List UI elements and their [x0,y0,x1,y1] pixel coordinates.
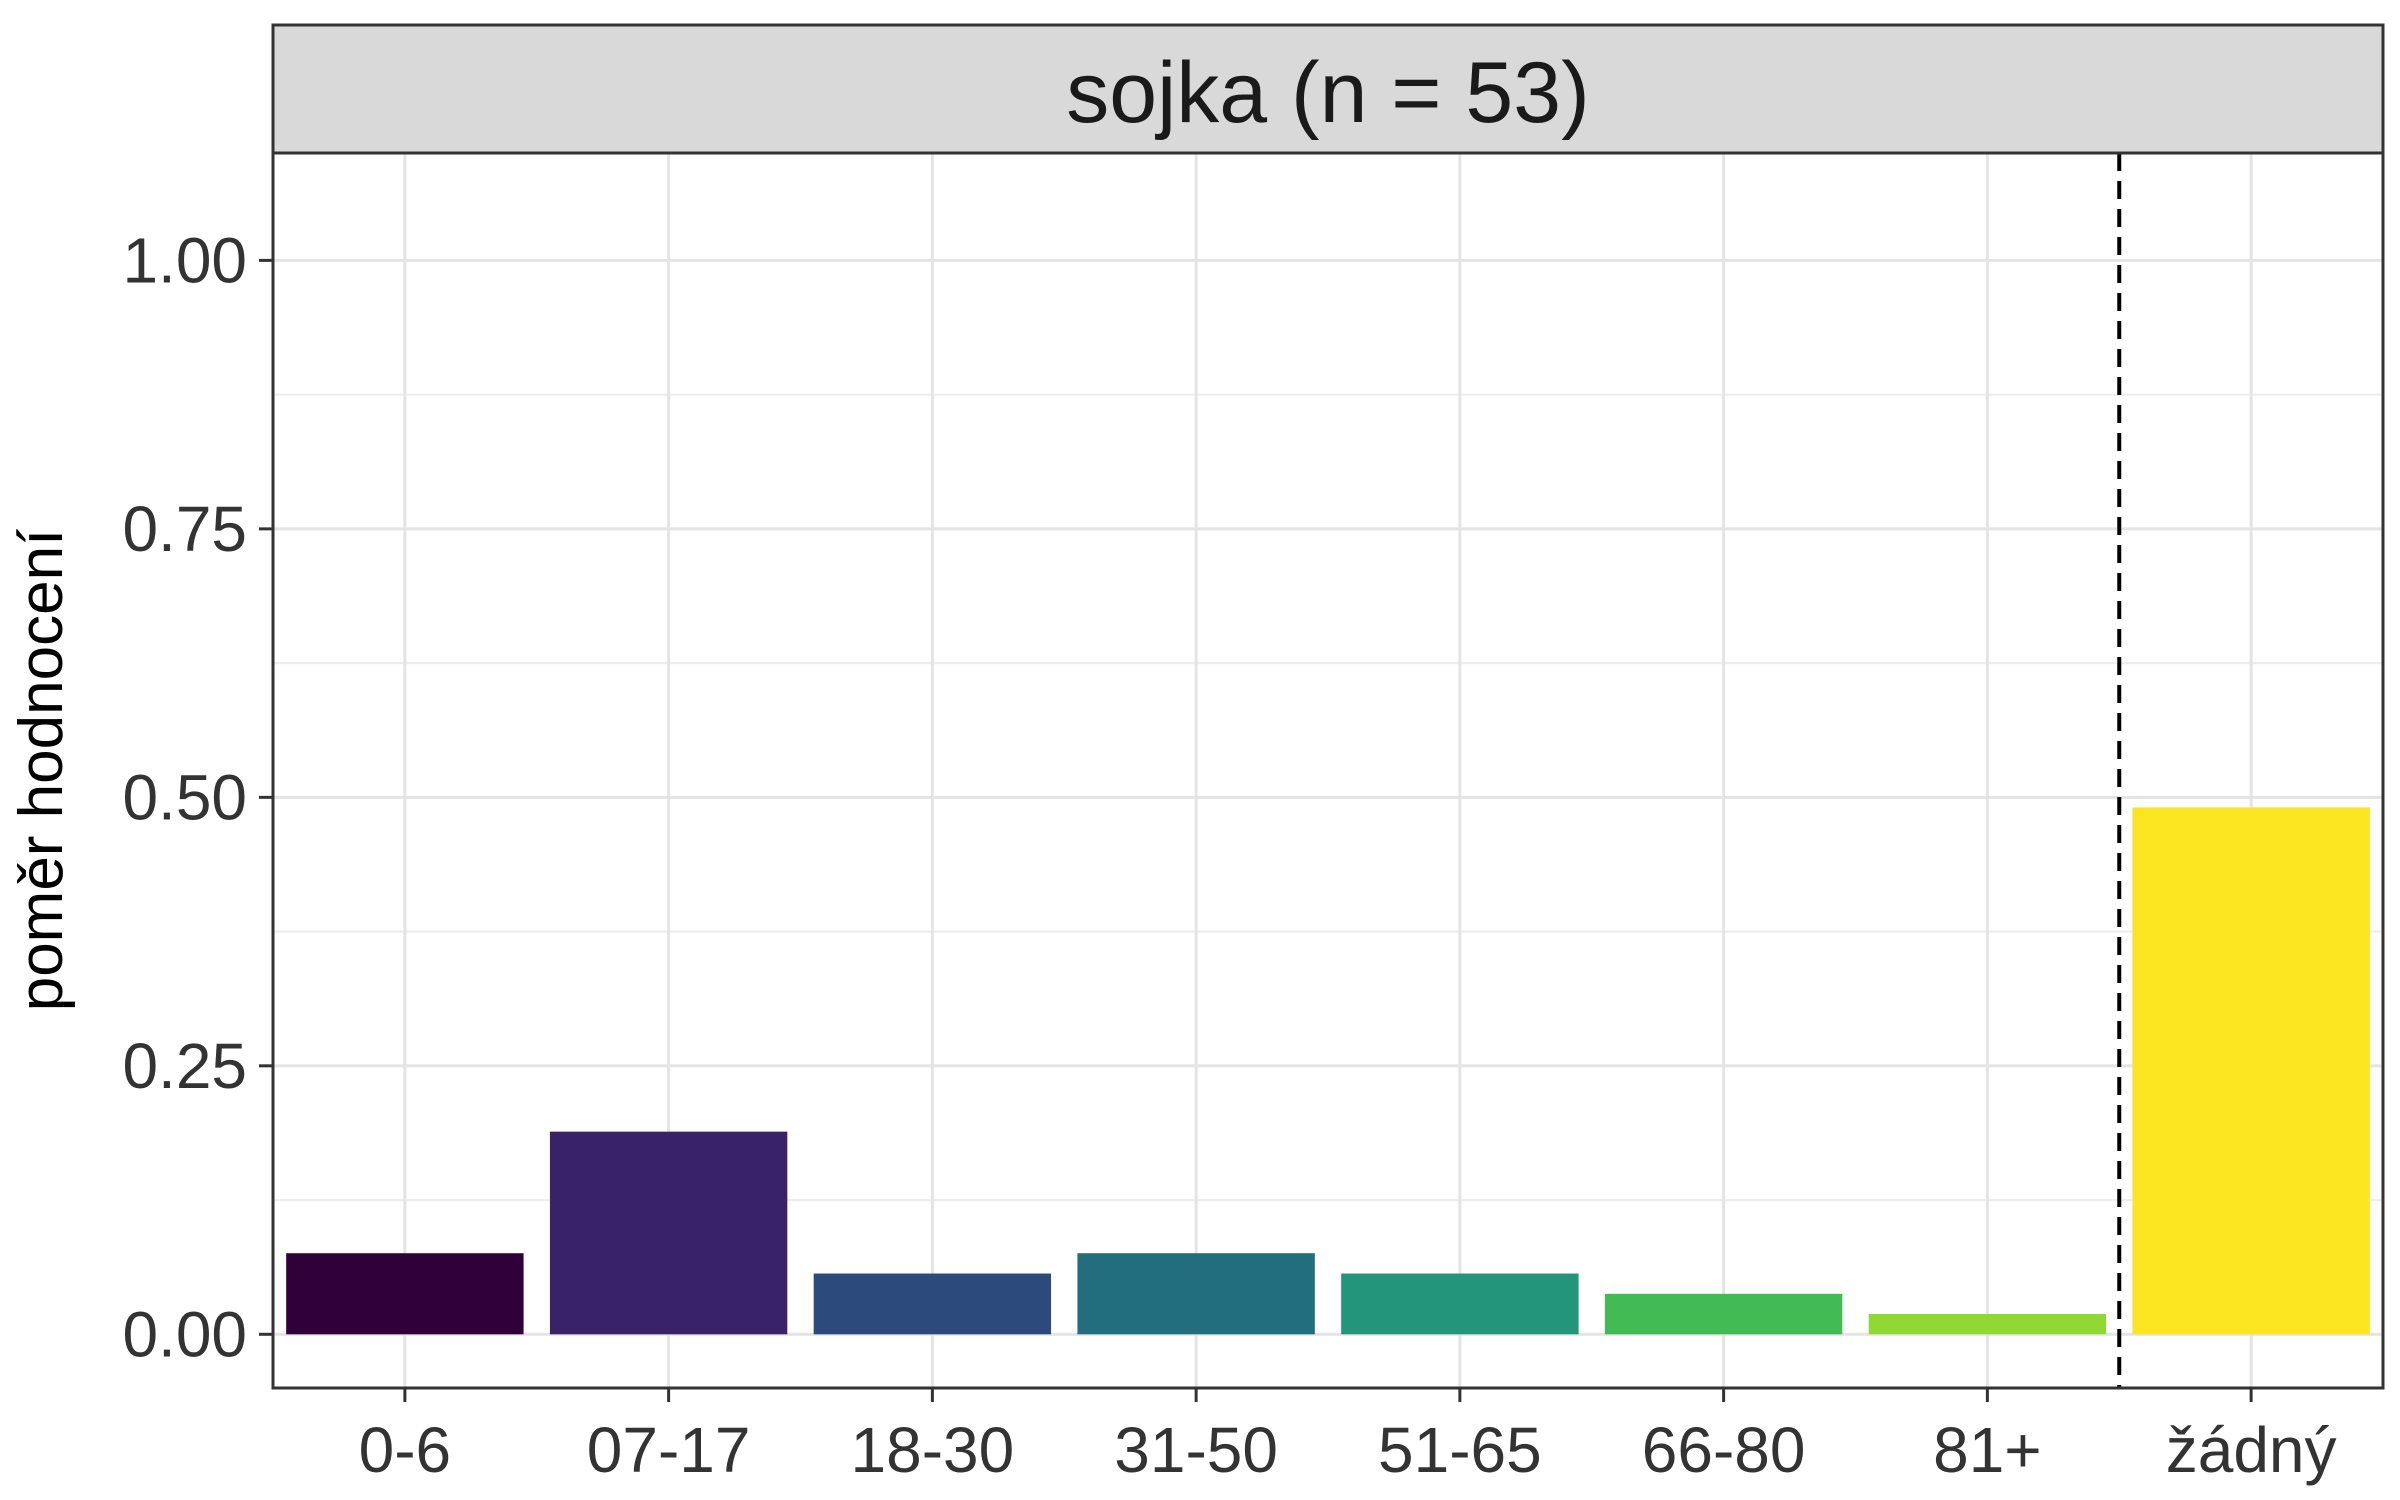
x-tick-label: 81+ [1933,1414,2042,1486]
y-tick-label: 0.75 [122,493,247,565]
x-tick-label: 18-30 [851,1414,1015,1486]
x-tick-label: žádný [2166,1414,2337,1486]
plot-border [271,151,2385,1390]
bar-6 [1868,1314,2107,1335]
x-tick-label: 66-80 [1642,1414,1806,1486]
bar-0 [286,1253,524,1335]
y-tick-label: 1.00 [122,224,247,296]
y-axis-title: poměr hodnocení [7,529,76,1012]
x-tick-label: 0-6 [359,1414,452,1486]
bar-3 [1077,1253,1315,1335]
y-tick-label: 0.25 [122,1030,247,1102]
facet-strip [271,23,2385,155]
x-tick-label: 07-17 [587,1414,751,1486]
x-tick-label: 31-50 [1114,1414,1278,1486]
bar-5 [1604,1293,1843,1335]
minor-gridlines [273,393,2383,1202]
bar-4 [1341,1273,1579,1335]
y-tick-label: 0.00 [122,1298,247,1370]
bars [286,807,2370,1335]
x-tick-label: 51-65 [1378,1414,1542,1486]
bar-2 [813,1273,1052,1335]
x-axis: 0-6 07-17 18-30 31-50 51-65 66-80 81+ žádný [359,1388,2337,1486]
y-tick-label: 0.50 [122,761,247,833]
facet-title: sojka (n = 53) [1066,45,1589,141]
y-axis: 0.00 0.25 0.50 0.75 1.00 [122,224,273,1370]
bar-7 [2132,807,2370,1335]
bar-1 [549,1131,788,1335]
